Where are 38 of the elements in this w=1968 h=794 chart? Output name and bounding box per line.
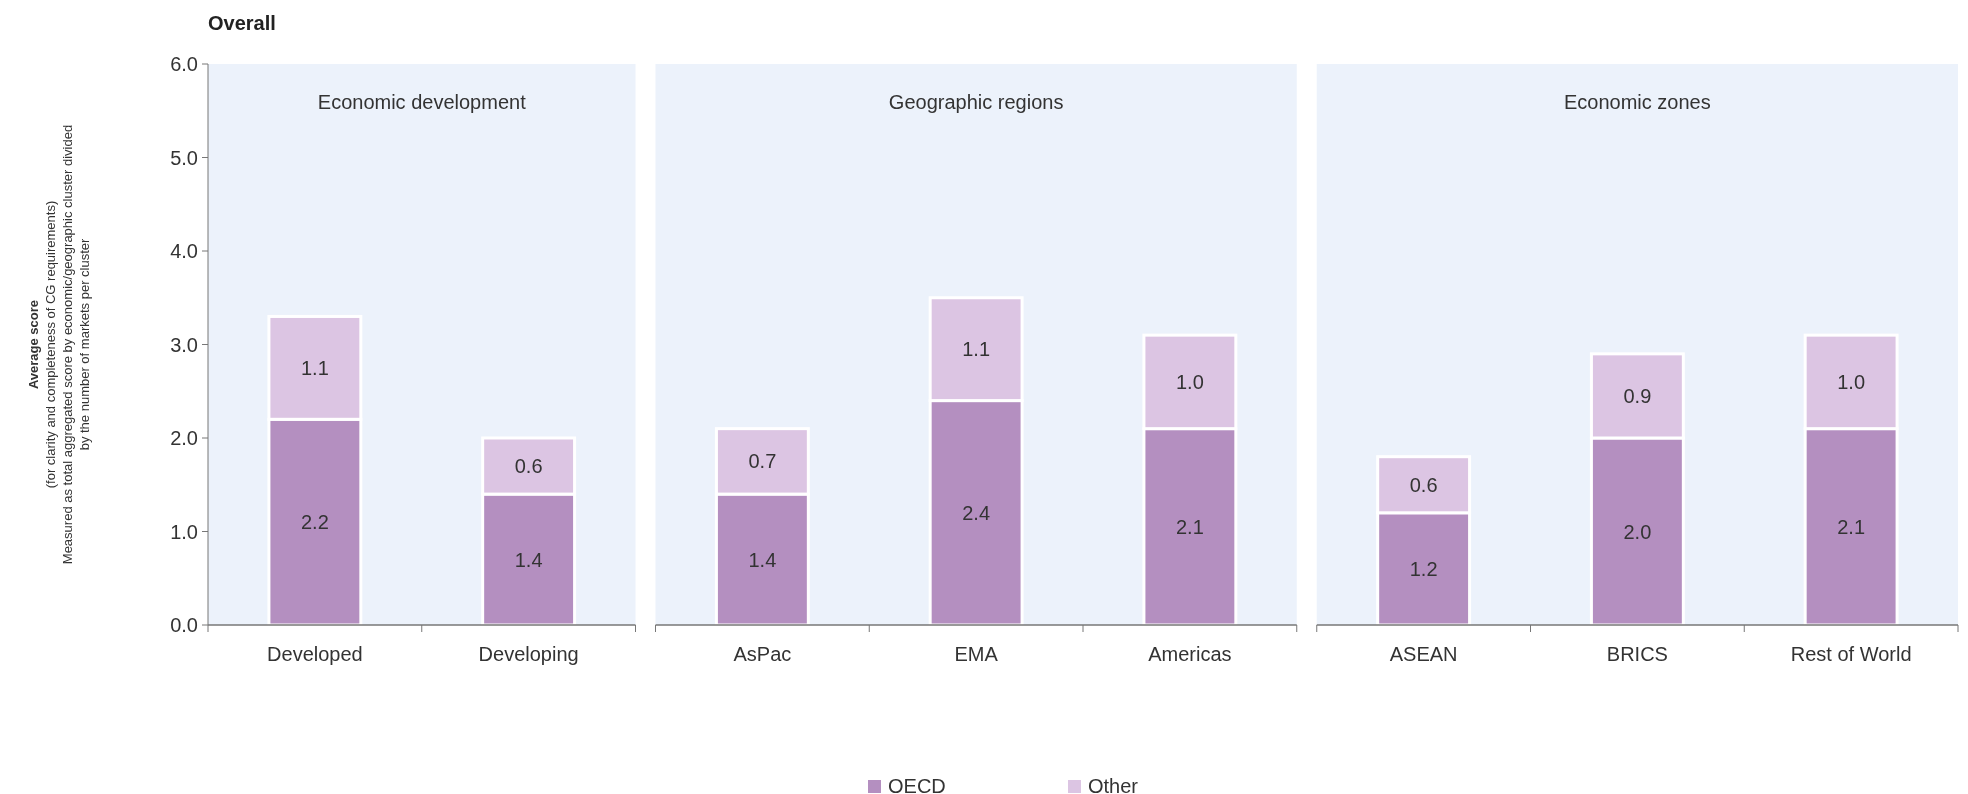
- data-label: 0.6: [1409, 473, 1438, 496]
- y-tick-label: 1.0: [170, 520, 198, 543]
- data-label: 1.4: [748, 548, 777, 571]
- data-label: 0.7: [748, 450, 777, 473]
- text: Economic development: [317, 91, 527, 113]
- legend-label: Other: [1088, 775, 1139, 794]
- legend-label: OECD: [888, 775, 946, 794]
- data-label: 2.2: [300, 511, 329, 534]
- x-tick-label: Rest of World: [1790, 643, 1912, 665]
- y-tick-label: 5.0: [170, 146, 198, 169]
- x-tick-label: ASEAN: [1389, 643, 1458, 665]
- data-label: 0.6: [514, 455, 543, 478]
- x-tick-label: Developed: [267, 643, 363, 665]
- y-tick-label: 0.0: [170, 614, 198, 636]
- data-label: 1.1: [300, 356, 329, 379]
- data-label: 2.1: [1837, 515, 1866, 538]
- x-tick-label: AsPac: [733, 643, 792, 665]
- data-label: 1.0: [1175, 370, 1204, 393]
- x-tick-label: EMA: [954, 643, 999, 665]
- data-label: 1.2: [1409, 557, 1438, 580]
- y-tick-label: 3.0: [170, 333, 198, 356]
- text: Overall: [208, 12, 276, 34]
- y-tick-label: 2.0: [170, 427, 198, 449]
- x-tick-label: BRICS: [1606, 643, 1668, 665]
- y-axis-title: Average score (for clarity and completeness of CG requirements) Measured as total aggregated score by economic/geographic cluster divided by the number of markets per cluster: [26, 124, 92, 565]
- data-label: 1.1: [962, 338, 991, 361]
- y-tick-label: 6.0: [170, 53, 198, 75]
- data-label: 1.0: [1837, 370, 1866, 393]
- data-label: 2.4: [962, 501, 991, 524]
- text: Geographic regions: [888, 91, 1064, 113]
- text: Economic zones: [1564, 91, 1711, 113]
- data-label: 2.0: [1623, 520, 1652, 543]
- data-label: 1.4: [514, 548, 543, 571]
- data-label: 0.9: [1623, 384, 1652, 407]
- data-label: 2.1: [1175, 515, 1204, 538]
- x-tick-label: Americas: [1148, 643, 1232, 665]
- y-tick-label: 4.0: [170, 240, 198, 262]
- x-tick-label: Developing: [478, 643, 579, 665]
